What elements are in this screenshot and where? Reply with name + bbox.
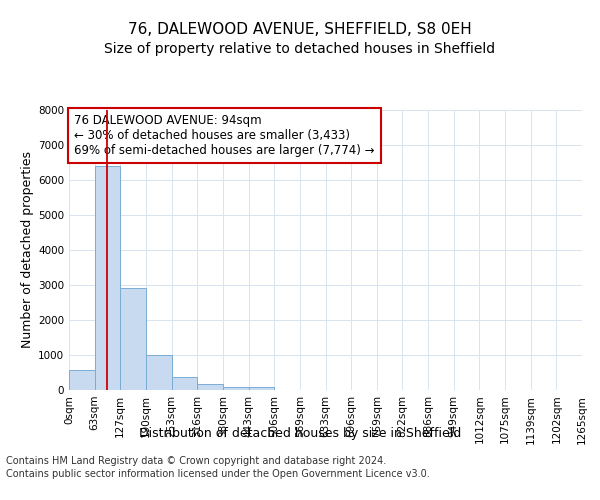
Text: Contains public sector information licensed under the Open Government Licence v3: Contains public sector information licen… xyxy=(6,469,430,479)
Text: 76 DALEWOOD AVENUE: 94sqm
← 30% of detached houses are smaller (3,433)
69% of se: 76 DALEWOOD AVENUE: 94sqm ← 30% of detac… xyxy=(74,114,374,157)
Bar xyxy=(146,355,172,390)
Bar xyxy=(248,387,274,390)
Bar xyxy=(95,166,121,390)
Text: Size of property relative to detached houses in Sheffield: Size of property relative to detached ho… xyxy=(104,42,496,56)
Bar xyxy=(223,386,248,390)
Bar xyxy=(197,384,223,390)
Y-axis label: Number of detached properties: Number of detached properties xyxy=(21,152,34,348)
Bar xyxy=(121,288,146,390)
Text: Distribution of detached houses by size in Sheffield: Distribution of detached houses by size … xyxy=(139,428,461,440)
Bar xyxy=(69,370,95,390)
Text: 76, DALEWOOD AVENUE, SHEFFIELD, S8 0EH: 76, DALEWOOD AVENUE, SHEFFIELD, S8 0EH xyxy=(128,22,472,38)
Bar xyxy=(172,376,197,390)
Text: Contains HM Land Registry data © Crown copyright and database right 2024.: Contains HM Land Registry data © Crown c… xyxy=(6,456,386,466)
